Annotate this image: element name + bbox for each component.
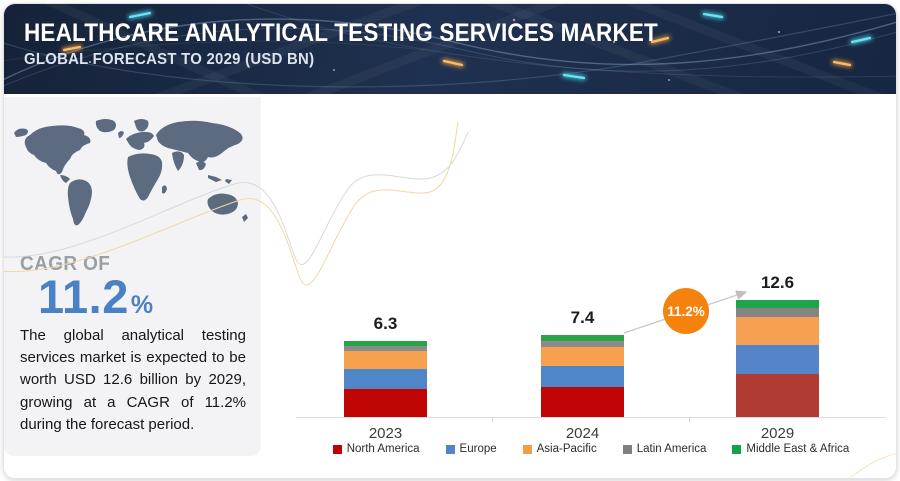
segment-north-america [541, 387, 624, 417]
segment-europe [541, 366, 624, 388]
header-network-decoration [4, 4, 896, 94]
legend-item-latin-america: Latin America [622, 443, 707, 455]
header-text-block: HEALTHCARE ANALYTICAL TESTING SERVICES M… [24, 19, 728, 69]
page-title: HEALTHCARE ANALYTICAL TESTING SERVICES M… [24, 19, 658, 47]
bar-value-label: 12.6 [760, 273, 795, 292]
axis-tick [689, 417, 690, 422]
legend-label: Latin America [636, 443, 707, 455]
summary-panel: CAGR OF 11.2 % The global analytical tes… [4, 97, 261, 456]
segment-europe [736, 345, 819, 375]
category-label: 2023 [368, 425, 403, 442]
legend-label: North America [346, 443, 420, 455]
segment-latin-america [541, 341, 624, 348]
content-area: CAGR OF 11.2 % The global analytical tes… [4, 94, 896, 478]
legend-label: Asia-Pacific [536, 443, 597, 455]
chart-legend: North America Europe Asia-Pacific Latin Ame… [296, 443, 886, 455]
legend-item-asia-pacific: Asia-Pacific [522, 443, 597, 455]
world-map-graphic [14, 119, 248, 226]
segment-middle-east-africa [344, 341, 427, 346]
segment-asia-pacific [541, 347, 624, 367]
legend-swatch [332, 444, 342, 454]
legend-swatch [522, 444, 532, 454]
segment-europe [344, 368, 427, 390]
stacked-bar-2024 [541, 335, 624, 417]
category-label: 2024 [565, 425, 600, 442]
segment-asia-pacific [344, 350, 427, 369]
axis-tick [492, 417, 493, 422]
bar-value-label: 7.4 [570, 308, 595, 327]
segment-middle-east-africa [541, 335, 624, 342]
page-subtitle: GLOBAL FORECAST TO 2029 (USD BN) [24, 51, 315, 68]
legend-item-europe: Europe [445, 443, 497, 455]
stacked-bar-chart: 6.3 2023 7.4 2024 12.6 2029 [296, 244, 886, 442]
segment-north-america [736, 374, 819, 417]
legend-swatch [732, 444, 742, 454]
legend-swatch [622, 444, 632, 454]
market-summary-text: The global analytical testing services m… [20, 327, 246, 433]
segment-latin-america [736, 308, 819, 317]
cagr-percent-sign: % [130, 291, 154, 319]
category-label: 2029 [760, 425, 795, 442]
legend-item-middle-east-africa: Middle East & Africa [732, 443, 849, 455]
stacked-bar-2029 [736, 300, 819, 417]
legend-label: Europe [459, 443, 497, 455]
cagr-value-group: 11.2 % [38, 273, 153, 320]
legend-label: Middle East & Africa [746, 443, 850, 455]
stacked-bar-2023 [344, 341, 427, 417]
segment-asia-pacific [736, 316, 819, 346]
legend-swatch [445, 444, 455, 454]
segment-middle-east-africa [736, 300, 819, 309]
bar-value-label: 6.3 [373, 314, 398, 333]
cagr-value: 11.2 [38, 270, 129, 323]
segment-north-america [344, 389, 427, 417]
segment-latin-america [344, 345, 427, 351]
legend-item-north-america: North America [332, 443, 420, 455]
infographic-card: HEALTHCARE ANALYTICAL TESTING SERVICES M… [3, 3, 897, 479]
header-banner: HEALTHCARE ANALYTICAL TESTING SERVICES M… [4, 4, 896, 94]
